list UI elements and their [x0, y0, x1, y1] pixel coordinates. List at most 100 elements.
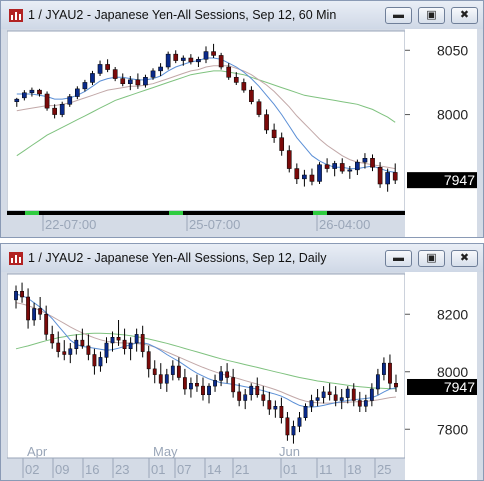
candle-body — [158, 66, 163, 72]
y-tick-label: 7800 — [437, 421, 468, 437]
candle — [291, 420, 296, 444]
candle — [339, 158, 345, 174]
candle — [226, 63, 232, 80]
x-tick-label: 26-04:00 — [319, 217, 370, 232]
candle-body — [59, 104, 65, 115]
candle-body — [196, 59, 201, 63]
candle-body — [273, 406, 278, 410]
candle-body — [44, 93, 50, 109]
candle — [264, 109, 269, 134]
candle — [332, 160, 337, 177]
plot-area — [7, 273, 406, 459]
candle — [150, 68, 156, 80]
candle-body — [158, 374, 163, 384]
candle-body — [357, 400, 362, 407]
candle — [249, 383, 254, 401]
candle-body — [182, 377, 187, 390]
candle — [237, 383, 242, 407]
candle-body — [363, 400, 368, 407]
title-bar[interactable]: 1 / JYAU2 - Japanese Yen-All Sessions, S… — [1, 244, 483, 272]
candle-body — [201, 385, 205, 395]
moving-average-mid — [16, 65, 396, 170]
candle — [152, 360, 157, 384]
candle — [180, 55, 186, 66]
price-chart[interactable]: 8050 8000 7947 22-07:00 25-07:00 26-04:00 — [7, 29, 477, 237]
candle — [92, 348, 97, 375]
candle — [317, 162, 322, 184]
candle — [345, 386, 350, 404]
candle — [219, 366, 223, 387]
candle — [271, 123, 277, 143]
candle-body — [303, 406, 308, 418]
candle — [286, 145, 292, 173]
candle — [218, 52, 224, 70]
y-tick-label: 8000 — [437, 107, 468, 123]
close-button[interactable]: ✖ — [451, 250, 478, 267]
month-label: May — [153, 444, 178, 459]
candle-body — [285, 417, 290, 436]
restore-button[interactable]: ▣ — [418, 7, 445, 24]
candle-body — [347, 169, 353, 172]
candle-body — [385, 172, 390, 185]
candle — [377, 162, 383, 188]
candle — [20, 282, 24, 303]
minimize-icon: ▬ — [393, 9, 404, 21]
candle — [98, 351, 103, 372]
candle-body — [135, 79, 141, 86]
candle-body — [176, 365, 181, 378]
candle — [22, 90, 27, 101]
candle-body — [377, 167, 383, 185]
candle-body — [26, 296, 30, 321]
candle-body — [67, 96, 73, 105]
candle — [164, 368, 169, 392]
candle — [128, 337, 133, 361]
candle-body — [44, 314, 49, 335]
candle — [196, 56, 201, 67]
candle — [170, 360, 175, 381]
candle — [32, 302, 37, 326]
candle — [188, 54, 194, 65]
candle-body — [279, 137, 285, 151]
price-chart[interactable]: 8200 8000 7800 7947 Apr May Jun 02 09 16 23 01 07 14 2… — [7, 272, 477, 480]
candle — [173, 50, 179, 64]
candle-body — [120, 78, 126, 84]
candle — [309, 168, 315, 186]
close-button[interactable]: ✖ — [451, 7, 478, 24]
candle-body — [355, 161, 360, 171]
minimize-button[interactable]: ▬ — [385, 7, 412, 24]
last-price-box — [407, 378, 477, 395]
candle — [59, 101, 65, 118]
title-bar[interactable]: 1 / JYAU2 - Japanese Yen-All Sessions, S… — [1, 1, 483, 29]
minimize-button[interactable]: ▬ — [385, 250, 412, 267]
candle-body — [332, 163, 337, 169]
x-tick-label: 16 — [85, 462, 99, 477]
candle — [104, 337, 109, 364]
candle — [370, 154, 375, 172]
candle-body — [327, 391, 332, 395]
candle — [38, 297, 43, 320]
candle — [14, 97, 20, 107]
x-tick-label: 14 — [207, 462, 221, 477]
candle — [382, 357, 386, 381]
candle-body — [369, 388, 374, 401]
candle — [327, 383, 332, 401]
candle — [375, 368, 380, 395]
candle-body — [50, 334, 55, 344]
x-tick-label: 22-07:00 — [45, 217, 96, 232]
candle-body — [52, 107, 57, 115]
candle-body — [195, 383, 199, 387]
candle — [50, 325, 55, 349]
candle-body — [261, 394, 266, 401]
candle — [80, 328, 85, 349]
candle-body — [207, 385, 211, 395]
candle-body — [20, 291, 24, 298]
candle-body — [116, 337, 121, 341]
candle — [211, 43, 216, 58]
candle — [74, 334, 79, 355]
candle — [347, 166, 353, 179]
restore-button[interactable]: ▣ — [418, 250, 445, 267]
candle — [26, 288, 30, 329]
candle — [394, 374, 398, 392]
restore-icon: ▣ — [426, 9, 437, 21]
candle-body — [309, 400, 314, 407]
